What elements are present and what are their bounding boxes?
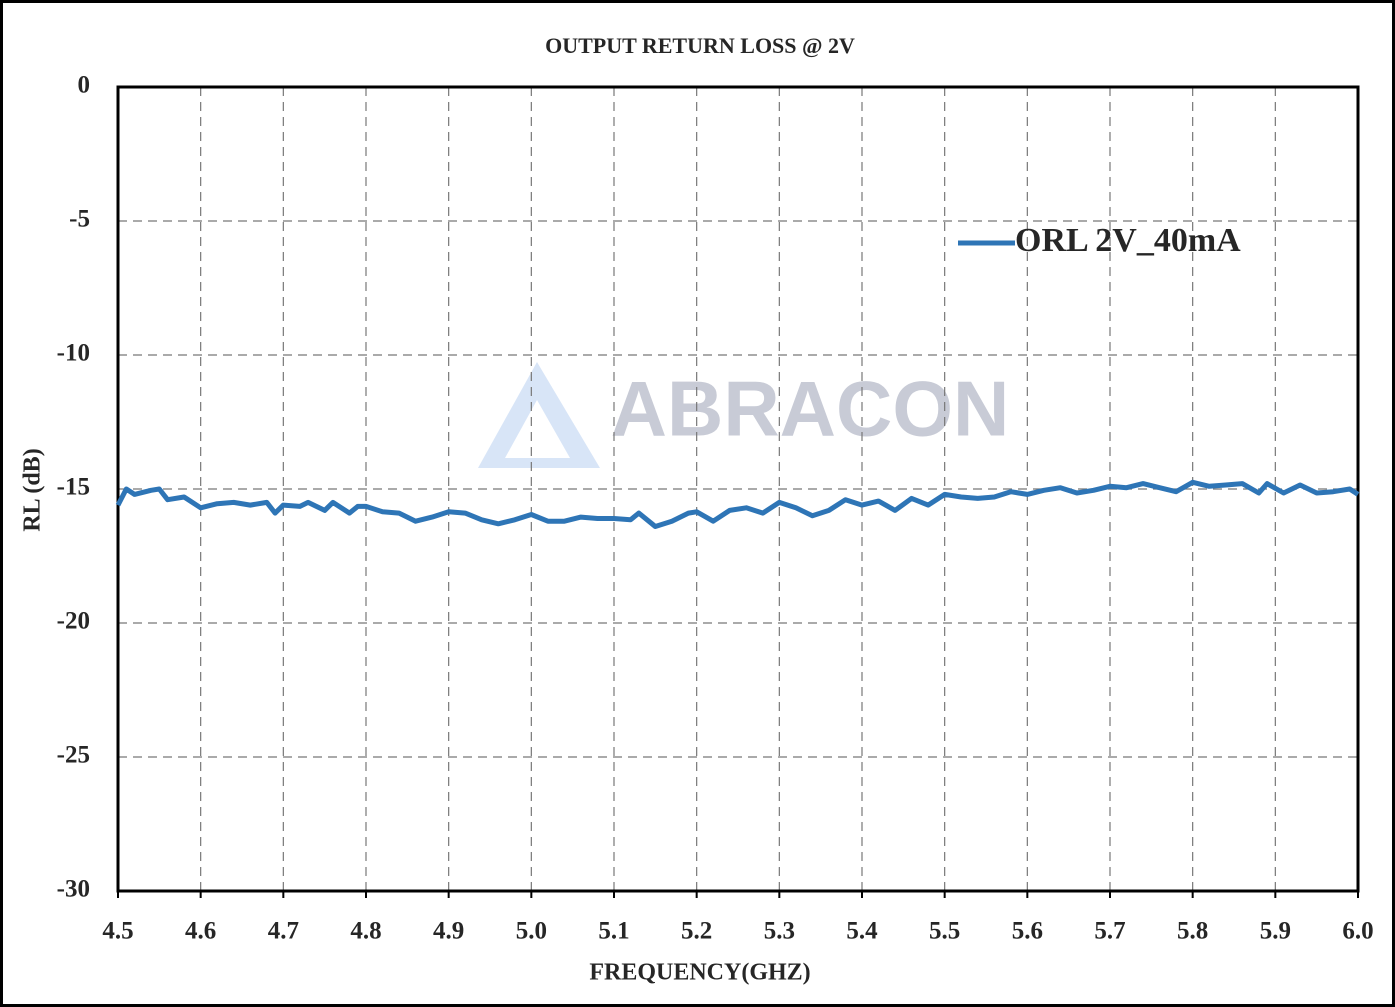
watermark-logo	[478, 362, 600, 468]
y-tick-label: -10	[57, 340, 90, 367]
x-tick-label: 5.3	[764, 918, 795, 945]
x-tick-label: 6.0	[1342, 918, 1373, 945]
y-tick-label: -5	[69, 206, 90, 233]
watermark: ABRACON	[611, 365, 1010, 453]
x-tick-label: 4.5	[102, 918, 133, 945]
x-axis-label: FREQUENCY(GHZ)	[589, 960, 810, 986]
y-tick-label: -15	[57, 474, 90, 501]
plot-border	[116, 85, 1360, 893]
x-tick-label: 5.7	[1094, 918, 1125, 945]
x-tick-label: 5.5	[929, 918, 960, 945]
chart-title: OUTPUT RETURN LOSS @ 2V	[545, 33, 855, 58]
x-tick-label: 4.7	[268, 918, 299, 945]
x-tick-label: 5.8	[1177, 918, 1208, 945]
x-tick-label: 5.9	[1260, 918, 1291, 945]
x-tick-label: 5.0	[516, 918, 547, 945]
legend-label: ORL 2V_40mA	[1015, 222, 1241, 259]
x-tick-label: 5.1	[598, 918, 629, 945]
x-tick-label: 4.6	[185, 918, 216, 945]
y-tick-label: -20	[57, 608, 90, 635]
y-tick-label: -30	[57, 876, 90, 903]
y-tick-label: -25	[57, 742, 90, 769]
x-tick-label: 5.2	[681, 918, 712, 945]
x-tick-label: 4.9	[433, 918, 464, 945]
data-line	[115, 479, 1360, 529]
y-axis-label: RL (dB)	[20, 448, 46, 531]
x-tick-label: 4.8	[350, 918, 381, 945]
x-tick-label: 5.6	[1012, 918, 1043, 945]
x-tick-label: 5.4	[846, 918, 878, 945]
y-tick-label: 0	[78, 72, 91, 99]
